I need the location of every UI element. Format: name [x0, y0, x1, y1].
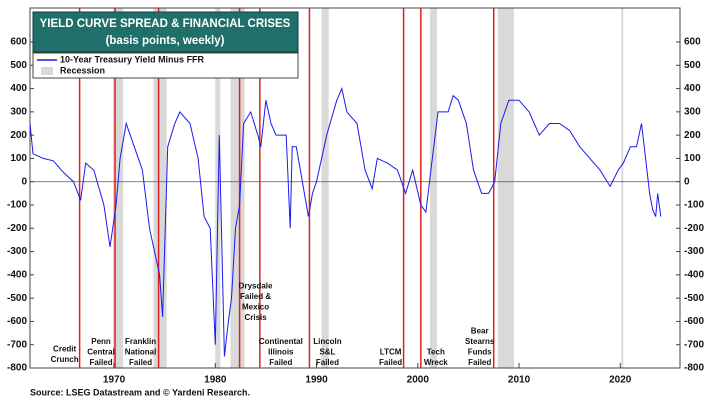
- crisis-label: Failed: [269, 358, 292, 367]
- y-tick-label: 400: [10, 83, 27, 94]
- plot-frame: [29, 7, 681, 369]
- recession-band: [230, 8, 245, 368]
- y-tick-label: -100: [7, 200, 27, 211]
- series-line: [29, 86, 662, 357]
- legend-label: Recession: [60, 65, 105, 75]
- crisis-label: Continental: [259, 337, 303, 346]
- crisis-label: Tech: [427, 348, 445, 357]
- y2-tick-label: -800: [684, 363, 704, 374]
- y-tick-label: -600: [7, 316, 27, 327]
- crisis-label: Lincoln: [313, 337, 342, 346]
- crisis-label: Bear: [471, 327, 489, 336]
- recession-band: [497, 8, 514, 368]
- crisis-label: Franklin: [125, 337, 156, 346]
- y2-tick-label: -400: [684, 269, 704, 280]
- legend-box: [32, 52, 299, 79]
- crisis-label: Failed: [89, 358, 112, 367]
- y-tick-label: 200: [10, 130, 27, 141]
- source-note: Source: LSEG Datastream and © Yardeni Re…: [30, 387, 250, 397]
- y2-tick-label: 200: [684, 130, 701, 141]
- y-tick-label: -700: [7, 339, 27, 350]
- crisis-label: Stearns: [465, 337, 495, 346]
- title-box: [32, 11, 299, 53]
- crisis-label: Crunch: [51, 355, 79, 364]
- recession-band: [321, 8, 329, 368]
- y2-tick-label: -100: [684, 200, 704, 211]
- crisis-label: Crisis: [244, 313, 267, 322]
- y-tick-label: -500: [7, 293, 27, 304]
- y2-tick-label: 400: [684, 83, 701, 94]
- crisis-label: Wreck: [424, 358, 448, 367]
- x-tick-label: 1980: [204, 375, 227, 386]
- crisis-label: Central: [87, 348, 115, 357]
- y2-tick-label: -600: [684, 316, 704, 327]
- recession-band: [429, 8, 438, 368]
- x-tick-label: 1990: [305, 375, 328, 386]
- y2-tick-label: 500: [684, 60, 701, 71]
- crisis-label: Failed: [379, 358, 402, 367]
- y2-tick-label: -200: [684, 223, 704, 234]
- y2-tick-label: 600: [684, 37, 701, 48]
- x-tick-label: 2010: [508, 375, 531, 386]
- y-tick-label: 500: [10, 60, 27, 71]
- y-tick-label: 300: [10, 106, 27, 117]
- legend-label: 10-Year Treasury Yield Minus FFR: [60, 54, 205, 64]
- y2-tick-label: 300: [684, 106, 701, 117]
- crisis-label: Penn: [91, 337, 111, 346]
- crisis-label: Failed &: [240, 292, 271, 301]
- crisis-label: Failed: [129, 358, 152, 367]
- crisis-label: Mexico: [242, 303, 269, 312]
- recession-band: [113, 8, 124, 368]
- x-tick-label: 1970: [103, 375, 126, 386]
- y2-tick-label: 0: [684, 176, 690, 187]
- y-tick-label: -400: [7, 269, 27, 280]
- x-tick-label: 2000: [407, 375, 430, 386]
- legend-swatch: [41, 67, 53, 75]
- y2-tick-label: -500: [684, 293, 704, 304]
- y2-tick-label: 100: [684, 153, 701, 164]
- y-tick-label: 100: [10, 153, 27, 164]
- chart-subtitle: (basis points, weekly): [106, 35, 225, 47]
- y2-tick-label: -700: [684, 339, 704, 350]
- crisis-label: S&L: [319, 348, 335, 357]
- crisis-label: Funds: [468, 348, 493, 357]
- y-tick-label: 0: [21, 176, 27, 187]
- crisis-label: LTCM: [380, 348, 402, 357]
- crisis-label: Failed: [316, 358, 339, 367]
- y-tick-label: 600: [10, 37, 27, 48]
- y2-tick-label: -300: [684, 246, 704, 257]
- chart-title: YIELD CURVE SPREAD & FINANCIAL CRISES: [40, 18, 291, 30]
- x-tick-label: 2020: [609, 375, 632, 386]
- crisis-label: Failed: [468, 358, 491, 367]
- y-tick-label: -300: [7, 246, 27, 257]
- crisis-label: Illinois: [268, 348, 294, 357]
- y-tick-label: -200: [7, 223, 27, 234]
- recession-band: [621, 8, 624, 368]
- crisis-label: National: [125, 348, 157, 357]
- crisis-label: Credit: [53, 345, 76, 354]
- y-tick-label: -800: [7, 363, 27, 374]
- crisis-label: Drysdale: [239, 282, 273, 291]
